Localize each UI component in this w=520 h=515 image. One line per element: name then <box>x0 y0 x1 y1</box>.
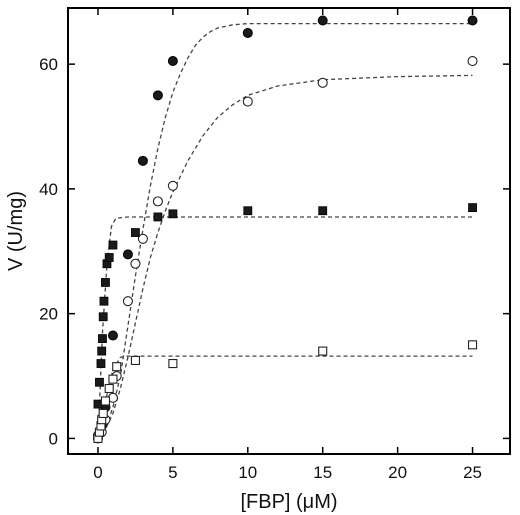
fit-curve-open-square <box>97 355 473 439</box>
data-point-open-circle <box>317 77 328 88</box>
data-point-open-circle <box>130 258 141 269</box>
data-point-filled-square <box>101 278 110 287</box>
x-tick-label: 5 <box>168 463 177 482</box>
data-point-filled-square <box>104 253 114 262</box>
data-point-filled-circle <box>152 90 163 101</box>
data-point-filled-circle <box>467 15 478 26</box>
data-point-open-square <box>130 355 140 365</box>
data-points <box>92 15 478 444</box>
data-point-open-square <box>98 408 108 419</box>
fit-curves <box>97 22 473 439</box>
data-point-open-square <box>100 396 111 406</box>
data-point-filled-square <box>108 240 118 250</box>
data-point-open-square <box>467 340 478 350</box>
data-point-filled-square <box>243 206 253 216</box>
data-point-filled-square <box>98 334 107 344</box>
data-point-open-square <box>108 374 118 384</box>
data-point-filled-square <box>318 206 328 216</box>
y-tick-label: 0 <box>49 429 58 448</box>
x-tick-label: 25 <box>463 463 482 482</box>
x-tick-label: 15 <box>313 463 332 482</box>
data-point-filled-square <box>131 228 140 237</box>
data-point-filled-circle <box>167 56 178 67</box>
data-point-filled-square <box>98 312 108 322</box>
x-axis-label: [FBP] (μM) <box>240 491 337 513</box>
data-point-open-circle <box>467 55 478 67</box>
data-point-open-square <box>112 362 122 372</box>
data-point-open-circle <box>137 233 148 244</box>
data-point-open-circle <box>122 296 133 307</box>
data-point-open-circle <box>152 196 163 207</box>
x-tick-label: 20 <box>388 463 407 482</box>
fit-curve-filled-circle <box>97 22 473 439</box>
data-point-filled-circle <box>137 155 148 166</box>
plot-frame <box>67 7 511 455</box>
y-tick-label: 20 <box>39 305 58 324</box>
fit-curve-filled-square <box>97 216 473 439</box>
y-axis-label: V (U/mg) <box>5 191 27 271</box>
data-point-filled-square <box>153 212 163 222</box>
x-tick-label: 0 <box>93 463 102 482</box>
data-point-filled-circle <box>107 330 118 341</box>
data-point-open-square <box>168 359 178 369</box>
data-point-open-circle <box>167 180 178 191</box>
fit-curve-open-circle <box>97 74 473 439</box>
data-point-open-circle <box>242 96 253 107</box>
data-point-filled-square <box>97 346 107 356</box>
data-point-filled-square <box>96 359 106 368</box>
data-point-filled-square <box>99 296 109 306</box>
data-point-filled-circle <box>122 249 133 260</box>
y-tick-label: 40 <box>39 180 58 199</box>
data-point-filled-square <box>93 399 103 409</box>
y-tick-label: 60 <box>39 55 58 74</box>
x-tick-label: 10 <box>238 463 257 482</box>
data-point-open-square <box>318 346 328 356</box>
x-axis-ticks: 0 5 10 15 20 25 <box>93 8 482 482</box>
y-axis-ticks: 0 20 40 60 <box>39 55 510 448</box>
data-point-filled-circle <box>317 15 328 26</box>
data-point-filled-square <box>168 209 178 219</box>
data-point-filled-square <box>468 203 477 213</box>
data-point-filled-square <box>95 377 104 387</box>
data-point-filled-circle <box>242 27 253 38</box>
data-point-open-square <box>104 383 114 394</box>
